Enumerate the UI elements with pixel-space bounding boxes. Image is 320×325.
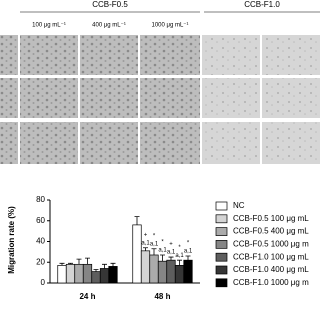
- concentration-label: 400 μg mL⁻¹: [92, 23, 126, 29]
- significance-symbol: *: [178, 245, 181, 251]
- y-tick-label: 0: [41, 278, 46, 287]
- error-bar: [85, 257, 90, 265]
- error-bar: [160, 254, 165, 262]
- error-bar: [93, 269, 99, 272]
- significance-label: a,1: [150, 241, 159, 247]
- image-grid: [0, 35, 320, 164]
- error-bar: [76, 258, 82, 265]
- bar: [157, 260, 168, 284]
- y-tick-label: 60: [36, 216, 45, 225]
- error-bar: [59, 262, 65, 266]
- concentration-label: 100 μg mL⁻¹: [32, 23, 66, 29]
- error-bar: [185, 255, 191, 261]
- y-tick-label: 20: [36, 257, 45, 266]
- bar: [132, 224, 142, 284]
- x-tick-label: 24 h: [79, 292, 95, 301]
- bar: [65, 263, 76, 284]
- significance-symbol: +: [169, 242, 173, 248]
- legend-swatch: [215, 214, 228, 224]
- bar: [166, 259, 176, 284]
- error-bar: [177, 259, 182, 266]
- bar: [57, 265, 67, 284]
- legend-label: CCB-F0.5 100 μg mL: [233, 214, 309, 223]
- significance-symbol: *: [187, 241, 190, 247]
- error-bar: [102, 263, 107, 269]
- group-label: CCB-F0.5: [92, 0, 128, 9]
- bar: [91, 271, 101, 284]
- x-tick-label: 48 h: [154, 292, 170, 301]
- significance-symbol: +: [144, 232, 148, 238]
- bar: [108, 266, 118, 284]
- y-tick-label: 40: [36, 237, 45, 246]
- legend-swatch: [215, 240, 228, 249]
- significance-label: a,1: [158, 248, 167, 254]
- bar: [140, 250, 151, 284]
- y-tick-label: 80: [36, 195, 45, 204]
- significance-symbol: *: [161, 240, 164, 246]
- bar: [99, 268, 110, 284]
- bar: [174, 265, 185, 284]
- y-axis-label: Migration rate (%): [7, 206, 16, 274]
- legend-swatch: [215, 227, 228, 236]
- legend-swatch: [215, 252, 228, 262]
- significance-label: a,1: [184, 249, 193, 255]
- legend-label: CCB-F1.0 400 μg mL: [233, 265, 309, 274]
- significance-label: a,1: [167, 250, 176, 256]
- error-bar: [68, 262, 73, 265]
- bar: [149, 254, 159, 284]
- legend-label: NC: [233, 201, 245, 210]
- error-bar: [143, 247, 148, 251]
- bar: [74, 263, 84, 284]
- group-label: CCB-F1.0: [244, 0, 280, 9]
- legend-label: CCB-F1.0 1000 μg m: [233, 278, 309, 287]
- significance-label: a,1: [141, 240, 150, 246]
- legend-swatch: [215, 201, 228, 211]
- error-bar: [151, 248, 157, 255]
- legend-swatch: [215, 265, 228, 275]
- significance-symbol: *: [153, 233, 156, 239]
- error-bar: [168, 256, 174, 261]
- legend-label: CCB-F0.5 400 μg mL: [233, 227, 309, 236]
- error-bar: [110, 262, 116, 267]
- error-bar: [134, 216, 140, 225]
- legend-label: CCB-F1.0 100 μg mL: [233, 252, 309, 261]
- legend-label: CCB-F0.5 1000 μg m: [233, 240, 309, 249]
- concentration-label: 1000 μg mL⁻¹: [152, 23, 189, 29]
- bar: [82, 263, 93, 284]
- significance-label: a,1: [175, 253, 184, 259]
- legend-swatch: [215, 278, 228, 288]
- bar: [183, 259, 193, 284]
